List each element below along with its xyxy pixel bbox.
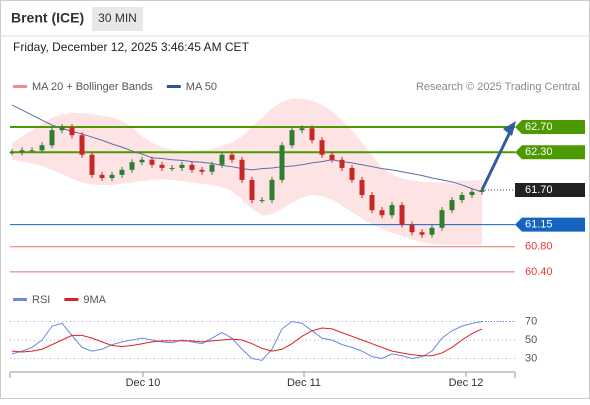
interval: 30 MIN (98, 11, 137, 25)
candle (389, 205, 395, 216)
candle (159, 164, 165, 168)
legend-label: MA 50 (186, 81, 217, 93)
candle (9, 152, 15, 154)
legend-label: MA 20 + Bollinger Bands (32, 81, 153, 93)
datetime: Friday, December 12, 2025 3:46:45 AM CET (13, 40, 250, 54)
rsi-line (11, 320, 483, 361)
x-tick-label: Dec 12 (449, 377, 484, 389)
candle (469, 191, 475, 196)
level-label: 61.70 (525, 184, 553, 196)
candle (359, 179, 365, 196)
candle (249, 179, 255, 201)
candle (169, 167, 175, 169)
candle (189, 164, 195, 170)
candle (399, 205, 405, 225)
level-box (515, 145, 585, 160)
candle (269, 179, 275, 201)
candle (59, 127, 65, 131)
candle (379, 210, 385, 216)
candle (149, 159, 155, 165)
candle (449, 200, 455, 211)
candle (239, 159, 245, 180)
candle (209, 164, 215, 172)
candle (349, 167, 355, 180)
legend-swatch (64, 298, 79, 301)
level-label: 61.15 (525, 219, 553, 231)
candle (259, 200, 265, 202)
candle (89, 154, 95, 175)
candle (329, 154, 335, 160)
legend-label: RSI (32, 294, 50, 306)
candle (419, 232, 425, 235)
candle (429, 227, 435, 235)
legend-swatch (13, 85, 27, 88)
level-box (515, 217, 585, 232)
candle (459, 195, 465, 201)
candle (309, 128, 315, 141)
x-tick-label: Dec 11 (287, 377, 321, 389)
candle (319, 140, 325, 155)
candle (139, 159, 145, 163)
level-box (515, 120, 585, 134)
title: Brent (ICE) (11, 10, 84, 26)
candle (129, 162, 135, 170)
ma50-line (11, 104, 483, 193)
y-tick-label: 70 (525, 315, 537, 327)
candle (409, 224, 415, 233)
candle (179, 164, 185, 168)
trend-arrow (480, 131, 512, 191)
candle (109, 174, 115, 179)
legend-swatch (166, 85, 181, 88)
candle (339, 159, 345, 168)
level-box (515, 183, 585, 197)
candle (79, 135, 85, 155)
candle (479, 190, 485, 192)
candle (289, 130, 295, 146)
candle (29, 150, 35, 152)
candle (439, 210, 445, 228)
candle (369, 195, 375, 211)
level-label: 60.40 (525, 266, 553, 278)
candle (299, 128, 305, 131)
level-label: 62.70 (525, 121, 553, 133)
candle (39, 145, 45, 151)
interval-box (92, 7, 143, 31)
candle (99, 174, 105, 179)
candle (119, 169, 125, 175)
candle (199, 169, 205, 172)
candle (279, 145, 285, 180)
candle (49, 130, 55, 146)
candle (19, 150, 25, 153)
level-label: 62.30 (525, 146, 553, 158)
candle (219, 154, 225, 165)
bollinger-band (12, 98, 482, 245)
legend-swatch (13, 298, 27, 301)
y-tick-label: 30 (525, 352, 537, 364)
x-tick-label: Dec 10 (126, 377, 161, 389)
source: Research © 2025 Trading Central (416, 81, 580, 93)
level-label: 60.80 (525, 241, 553, 253)
legend-label: 9MA (83, 294, 106, 306)
candle (229, 154, 235, 160)
candle (69, 127, 75, 136)
rsi-line (11, 327, 483, 357)
trend-arrow-head (503, 121, 516, 136)
y-tick-label: 50 (525, 334, 537, 346)
